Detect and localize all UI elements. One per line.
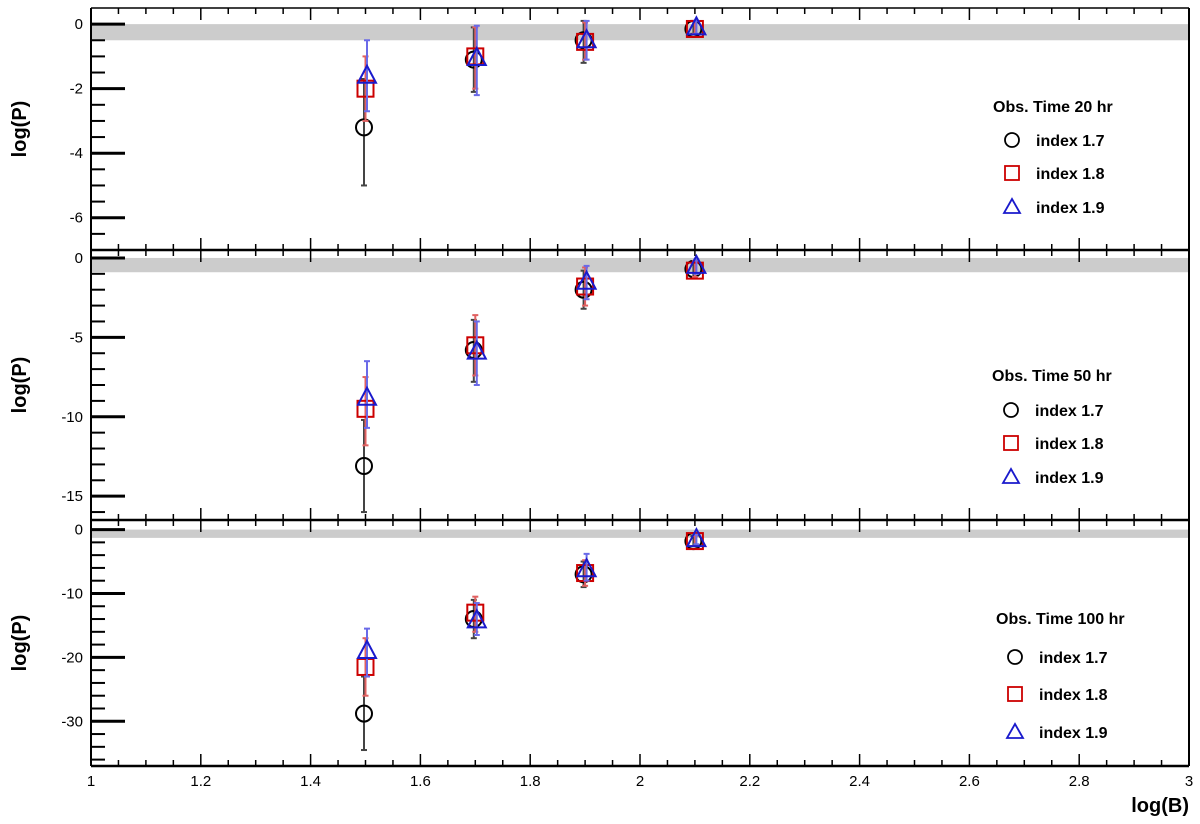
data-point-square [466,603,485,622]
legend-marker-square [1003,435,1019,451]
x-tick-label: 1.6 [410,773,431,790]
data-point-circle [355,704,373,723]
data-point-triangle [575,269,598,290]
legend-label: index 1.8 [1036,166,1105,183]
x-tick-label: 1.8 [520,773,541,790]
data-point-triangle [685,15,708,36]
y-tick-label: -6 [70,210,83,227]
legend-label: index 1.8 [1035,436,1104,453]
y-tick-label: -30 [61,713,83,730]
x-axis-title: log(B) [1131,795,1189,817]
y-tick-label: -2 [70,81,83,98]
legend: Obs. Time 20 hr index 1.7 index 1.8 index 1… [993,99,1113,217]
legend-label: index 1.9 [1036,200,1105,217]
series-index-1-8 [356,532,704,697]
data-point-square [576,277,595,296]
x-tick-label: 2.6 [959,773,980,790]
data-point-triangle [685,253,708,274]
x-tick-label: 3 [1185,773,1193,790]
legend-marker-square [1007,686,1023,702]
legend-label: index 1.8 [1039,687,1108,704]
legend-marker-triangle [1005,722,1025,739]
series-index-1-7 [355,19,703,187]
legend-label: index 1.9 [1039,725,1108,742]
y-tick-label: -15 [61,488,83,505]
x-tick-label: 1.2 [190,773,211,790]
y-axis-title: log(P) [9,615,31,672]
data-point-triangle [575,28,598,49]
data-point-triangle [356,63,378,84]
legend-marker-triangle [1001,467,1021,484]
legend-title: Obs. Time 50 hr [992,368,1112,385]
legend-marker-circle [1003,402,1019,418]
y-axis-title: log(P) [9,101,31,158]
x-tick-label: 2.2 [739,773,760,790]
data-point-triangle [575,557,598,578]
legend-marker-circle [1007,649,1023,665]
data-point-square [356,79,375,98]
x-tick-label: 1 [87,773,95,790]
data-point-circle [355,457,373,475]
y-tick-label: 0 [75,250,83,267]
y-tick-label: 0 [75,16,83,33]
data-point-square [685,261,704,280]
data-point-triangle [356,638,378,659]
x-tick-label: 2 [636,773,644,790]
y-tick-label: -5 [70,329,83,346]
reference-band [91,257,1189,273]
data-point-square [466,336,485,355]
y-axis-title: log(P) [9,357,31,414]
y-tick-label: -4 [70,145,83,162]
legend-label: index 1.7 [1039,650,1108,667]
legend-marker-triangle [1002,197,1022,214]
data-point-circle [355,118,373,137]
legend-title: Obs. Time 20 hr [993,99,1113,116]
series-index-1-9 [356,15,708,113]
legend-label: index 1.7 [1035,403,1104,420]
x-tick-label: 1.4 [300,773,321,790]
data-point-triangle [466,339,488,360]
legend-marker-circle [1004,132,1020,148]
y-tick-label: -20 [61,649,83,666]
plot-panel-3: 0 -10 -20 -30 log(P) Obs. Time 100 hr index 1.… [9,520,1190,766]
legend: Obs. Time 100 hr index 1.7 index 1.8 index … [996,611,1125,742]
y-tick-label: -10 [61,585,83,602]
legend: Obs. Time 50 hr index 1.7 index 1.8 index 1… [992,368,1112,487]
y-minor-ticks [91,256,105,514]
series-index-1-8 [356,260,704,447]
y-tick-label: 0 [75,522,83,539]
data-point-triangle [466,45,488,67]
legend-marker-square [1004,165,1020,181]
x-tick-label: 2.4 [849,773,870,790]
y-minor-ticks [91,528,105,761]
data-point-triangle [356,385,378,406]
reference-band [91,529,1189,538]
legend-title: Obs. Time 100 hr [996,611,1125,628]
series-index-1-9 [356,253,708,429]
x-tick-label: 2.8 [1069,773,1090,790]
y-tick-label: -10 [61,409,83,426]
legend-label: index 1.7 [1036,133,1105,150]
plot-panel-1: 0 -2 -4 -6 log(P) Obs. Time 20 hr index 1.7 ind… [9,8,1190,250]
data-point-square [356,399,375,418]
y-minor-ticks [91,23,105,235]
data-point-triangle [685,527,708,548]
series-index-1-7 [355,260,703,514]
plot-panel-2: 0 -5 -10 -15 log(P) Obs. Time 50 hr index 1.7 i… [9,250,1190,520]
data-point-triangle [466,608,488,629]
legend-label: index 1.9 [1035,470,1104,487]
reference-band [91,24,1189,41]
series-index-1-7 [355,532,703,752]
series-index-1-9 [356,527,708,678]
